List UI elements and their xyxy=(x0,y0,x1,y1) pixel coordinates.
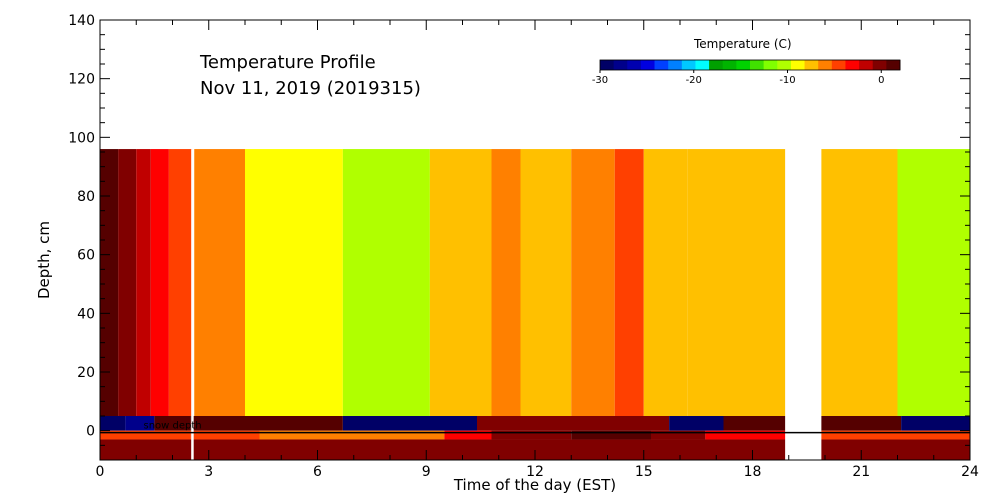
colorbar-swatch xyxy=(695,60,710,70)
colorbar-swatch xyxy=(613,60,628,70)
colorbar-swatch xyxy=(709,60,724,70)
heatmap-cell xyxy=(643,149,688,417)
colorbar-swatch xyxy=(627,60,642,70)
heatmap-cell xyxy=(194,149,245,417)
y-tick-label: 140 xyxy=(68,13,95,29)
heatmap-cell xyxy=(571,149,615,417)
colorbar-swatch xyxy=(668,60,683,70)
heatmap-cell xyxy=(342,149,430,417)
chart-title: Temperature Profile xyxy=(200,52,376,73)
heatmap-cell xyxy=(687,149,786,417)
y-tick-label: 0 xyxy=(86,424,95,440)
y-tick-label: 40 xyxy=(77,306,95,322)
heatmap-cell xyxy=(100,149,119,417)
heatmap-cell xyxy=(190,416,343,431)
colorbar-swatch xyxy=(722,60,737,70)
x-tick-label: 18 xyxy=(744,464,762,480)
colorbar-swatch xyxy=(750,60,765,70)
heatmap-cell xyxy=(154,416,191,431)
colorbar-swatch xyxy=(818,60,833,70)
colorbar-swatch xyxy=(804,60,819,70)
colorbar-swatch xyxy=(736,60,751,70)
heatmap-cell xyxy=(477,416,670,431)
heatmap-cell xyxy=(125,416,155,431)
heatmap-cell xyxy=(571,430,651,440)
colorbar: -30 -20 -10 0 xyxy=(592,59,901,86)
x-tick-label: 3 xyxy=(204,464,213,480)
heatmap-cell xyxy=(821,439,970,460)
heatmap-cell xyxy=(136,149,151,417)
y-tick-label: 20 xyxy=(77,365,95,381)
heatmap-cell xyxy=(897,149,970,417)
heatmap-cell xyxy=(245,149,343,417)
heatmap-cell xyxy=(168,149,193,417)
snow-depth-label: snow depth xyxy=(144,421,202,432)
heatmap-cell xyxy=(100,439,786,460)
x-tick-label: 15 xyxy=(635,464,653,480)
colorbar-tick-label: 0 xyxy=(878,75,884,86)
x-tick-label: 6 xyxy=(313,464,322,480)
colorbar-swatch xyxy=(681,60,696,70)
heatmap-cell xyxy=(342,416,477,431)
heatmap-cell xyxy=(651,430,706,440)
colorbar-swatch xyxy=(831,60,846,70)
colorbar-swatch xyxy=(777,60,792,70)
chart-subtitle: Nov 11, 2019 (2019315) xyxy=(200,78,421,99)
y-tick-label: 100 xyxy=(68,130,95,146)
heatmap-cell xyxy=(100,430,191,440)
heatmap-cell xyxy=(520,149,572,417)
x-tick-label: 24 xyxy=(961,464,979,480)
colorbar-swatch xyxy=(763,60,778,70)
colorbar-swatch xyxy=(859,60,874,70)
colorbar-tick-label: -30 xyxy=(592,75,608,86)
y-tick-label: 120 xyxy=(68,72,95,88)
heatmap-cell xyxy=(723,416,786,431)
heatmap-cell xyxy=(444,430,492,440)
heatmap-cell xyxy=(429,149,492,417)
heatmap-cell xyxy=(491,430,572,440)
heatmap-cell xyxy=(190,430,260,440)
colorbar-swatch xyxy=(790,60,805,70)
heatmap-cells: snow depth xyxy=(100,149,970,460)
x-axis-label: Time of the day (EST) xyxy=(453,476,616,494)
colorbar-tick-label: -20 xyxy=(686,75,702,86)
colorbar-swatch xyxy=(845,60,860,70)
heatmap-cell xyxy=(901,416,970,431)
colorbar-swatch xyxy=(886,60,901,70)
heatmap-cell xyxy=(150,149,169,417)
heatmap-cell xyxy=(821,430,970,440)
y-tick-label: 80 xyxy=(77,189,95,205)
heatmap-cell xyxy=(821,149,898,417)
colorbar-swatch xyxy=(640,60,655,70)
y-tick-label: 60 xyxy=(77,248,95,264)
colorbar-tick-label: -10 xyxy=(779,75,795,86)
heatmap-cell xyxy=(614,149,644,417)
plot-axes: 0 3 6 9 12 15 18 21 24 0 20 40 60 80 100 120 140 Time of … xyxy=(35,13,979,494)
heatmap-cell xyxy=(821,416,902,431)
x-tick-label: 0 xyxy=(96,464,105,480)
heatmap-cell xyxy=(118,149,137,417)
x-tick-label: 9 xyxy=(422,464,431,480)
heatmap-cell xyxy=(669,416,724,431)
colorbar-swatch xyxy=(654,60,669,70)
heatmap-cell xyxy=(705,430,786,440)
colorbar-title: Temperature (C) xyxy=(694,37,792,51)
x-tick-label: 12 xyxy=(526,464,544,480)
heatmap-cell xyxy=(100,416,126,431)
heatmap-cell xyxy=(491,149,521,417)
y-axis-label: Depth, cm xyxy=(35,221,53,299)
heatmap-cell xyxy=(259,430,445,440)
colorbar-swatch xyxy=(600,60,615,70)
colorbar-swatch xyxy=(872,60,887,70)
colorbar-frame xyxy=(599,59,901,71)
x-tick-label: 21 xyxy=(852,464,870,480)
